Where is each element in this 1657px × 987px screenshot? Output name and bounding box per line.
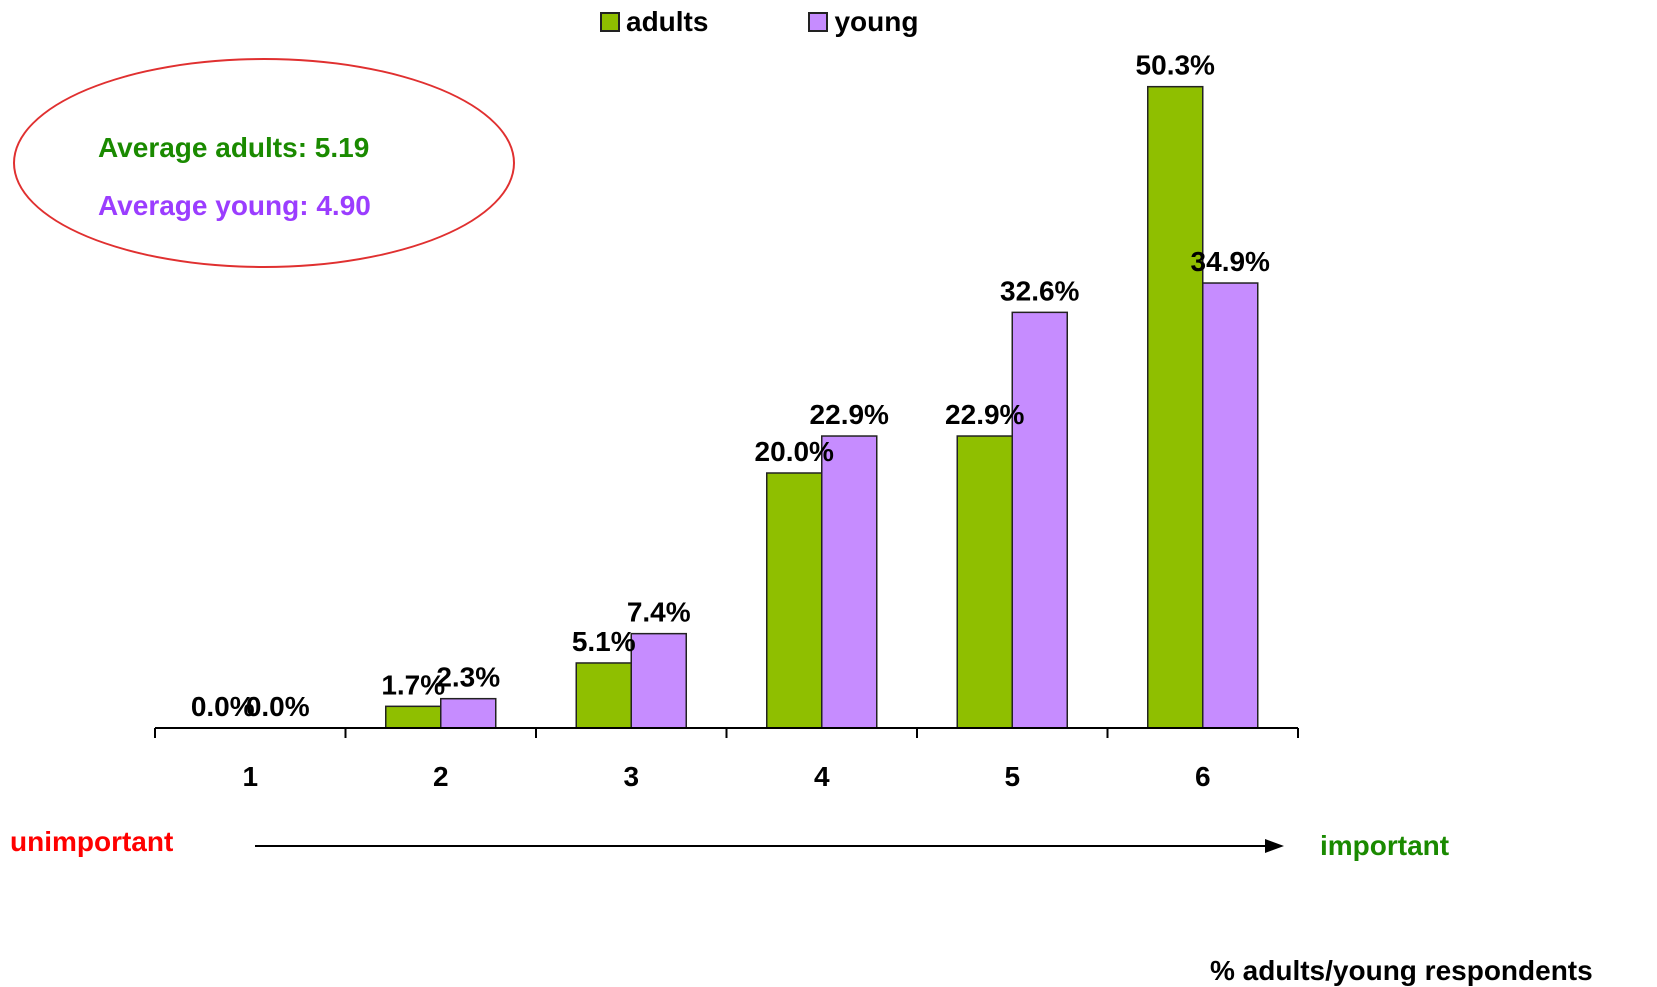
legend-item-young: young: [808, 6, 918, 38]
footnote-respondents: % adults/young respondents: [1210, 955, 1593, 986]
x-tick-label-1: 1: [242, 761, 258, 792]
data-label-adults-3: 5.1%: [572, 626, 636, 657]
x-tick-label-6: 6: [1195, 761, 1211, 792]
data-label-adults-6: 50.3%: [1136, 50, 1215, 81]
bar-young-5: [1011, 311, 1068, 729]
bar-adults-2: [385, 705, 442, 729]
scale-label-unimportant: unimportant: [10, 826, 174, 857]
bar-young-3: [630, 632, 687, 729]
bar-young-2: [440, 697, 497, 729]
legend-item-adults: adults: [600, 6, 708, 38]
data-label-young-1: 0.0%: [246, 691, 310, 722]
x-axis-tick-labels: 1 2 3 4 5 6: [242, 761, 1210, 792]
scale-label-important: important: [1320, 830, 1450, 861]
bar-young-4: [821, 435, 878, 729]
bar-adults-3: [575, 662, 632, 729]
x-tick-label-5: 5: [1004, 761, 1020, 792]
legend: adults young: [600, 6, 918, 38]
bar-adults-5: [956, 435, 1013, 729]
x-tick-label-3: 3: [623, 761, 639, 792]
data-label-young-2: 2.3%: [436, 662, 500, 693]
data-label-young-4: 22.9%: [810, 399, 889, 430]
data-label-young-6: 34.9%: [1191, 246, 1270, 277]
bar-adults-4: [766, 472, 823, 729]
bars-layer: [385, 85, 1259, 729]
legend-swatch-adults: [600, 12, 620, 32]
average-young-label: Average young: 4.90: [98, 190, 371, 221]
bar-adults-6: [1147, 85, 1204, 729]
importance-arrow-head: [1265, 839, 1284, 853]
averages-ellipse: [13, 58, 515, 268]
data-label-adults-4: 20.0%: [755, 436, 834, 467]
legend-label-young: young: [834, 6, 919, 37]
x-axis-ticks: [154, 728, 1299, 738]
data-label-adults-5: 22.9%: [945, 399, 1024, 430]
data-label-adults-1: 0.0%: [191, 691, 255, 722]
data-labels-layer: 0.0%0.0% 1.7%2.3% 5.1%7.4% 20.0% 22.9% 22.9% 3…: [191, 50, 1270, 722]
average-adults-label: Average adults: 5.19: [98, 132, 370, 163]
x-tick-label-2: 2: [433, 761, 449, 792]
bar-young-6: [1202, 282, 1259, 729]
legend-swatch-young: [808, 12, 829, 32]
data-label-adults-2: 1.7%: [381, 669, 445, 700]
x-tick-label-4: 4: [814, 761, 830, 792]
data-label-young-3: 7.4%: [627, 597, 691, 628]
legend-label-adults: adults: [626, 6, 709, 37]
data-label-young-5: 32.6%: [1000, 275, 1079, 306]
